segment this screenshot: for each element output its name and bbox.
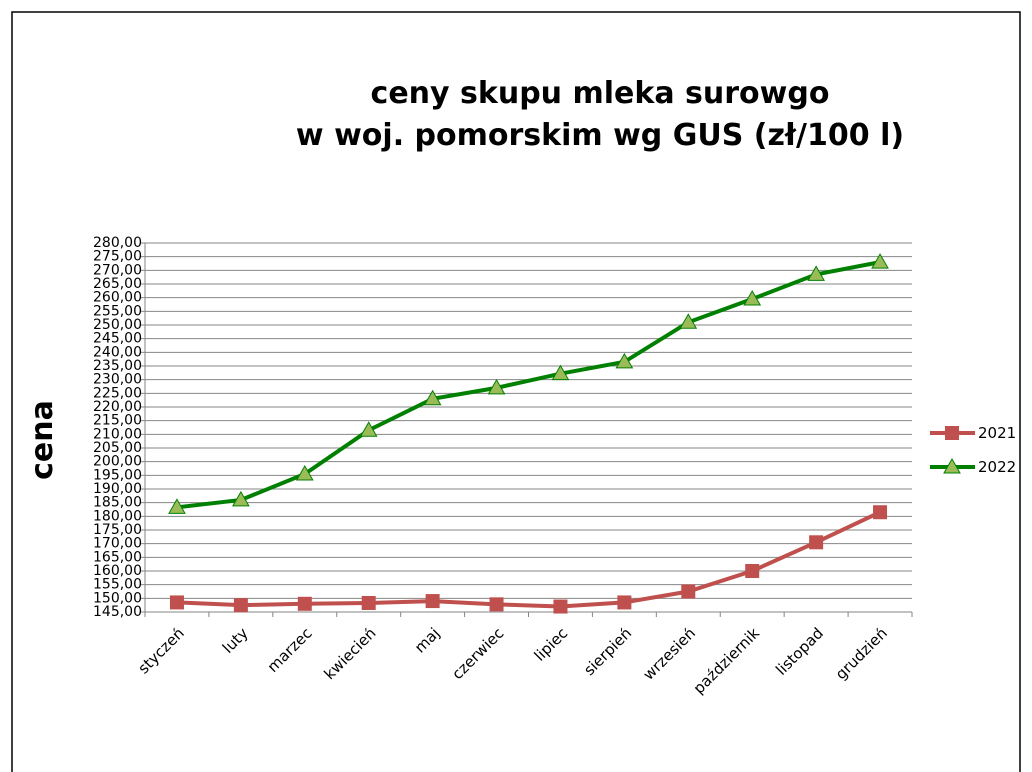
data-point xyxy=(551,364,570,381)
data-point xyxy=(423,389,442,406)
y-tick-label: 155,00 xyxy=(93,577,142,593)
data-point xyxy=(871,253,889,269)
y-tick-label: 280,00 xyxy=(93,235,142,251)
series-line xyxy=(176,510,881,609)
data-point xyxy=(807,265,825,281)
data-point xyxy=(233,598,248,613)
data-point xyxy=(232,490,250,507)
y-tick-label: 165,00 xyxy=(93,549,142,565)
data-point xyxy=(743,290,762,306)
y-axis-label: cena xyxy=(25,400,60,480)
data-point xyxy=(168,498,186,514)
data-point xyxy=(681,584,696,599)
data-point xyxy=(617,595,632,610)
y-tick-label: 255,00 xyxy=(93,303,142,319)
y-tick-label: 175,00 xyxy=(93,522,142,538)
y-tick-label: 180,00 xyxy=(93,508,142,524)
y-tick-label: 160,00 xyxy=(93,563,142,579)
y-tick-label: 145,00 xyxy=(93,604,142,620)
y-tick-label: 270,00 xyxy=(93,262,142,278)
y-tick-label: 220,00 xyxy=(93,399,142,415)
y-tick-label: 150,00 xyxy=(93,590,142,606)
data-point xyxy=(295,464,314,481)
y-tick-label: 215,00 xyxy=(93,413,142,429)
y-tick-label: 200,00 xyxy=(93,454,142,470)
y-tick-label: 205,00 xyxy=(93,440,142,456)
data-point xyxy=(873,505,888,520)
data-point xyxy=(297,596,312,611)
y-tick-label: 195,00 xyxy=(93,467,142,483)
data-point xyxy=(359,421,378,437)
y-tick-label: 265,00 xyxy=(93,276,142,292)
data-point xyxy=(553,599,568,614)
data-point xyxy=(487,378,506,395)
legend-label: 2021 xyxy=(978,424,1016,442)
data-point xyxy=(679,313,698,329)
y-tick-label: 225,00 xyxy=(93,385,142,401)
legend-marker xyxy=(943,457,961,474)
data-point xyxy=(169,595,184,610)
y-tick-label: 260,00 xyxy=(93,290,142,306)
chart-title: ceny skupu mleka surowgo w woj. pomorskim… xyxy=(296,76,904,153)
data-point xyxy=(489,597,504,612)
chart-border xyxy=(11,11,1021,772)
data-point xyxy=(361,595,376,610)
legend-marker xyxy=(945,426,959,440)
y-tick-label: 240,00 xyxy=(93,344,142,360)
data-point xyxy=(809,535,824,550)
y-tick-label: 275,00 xyxy=(93,249,142,265)
y-tick-label: 190,00 xyxy=(93,481,142,497)
data-point xyxy=(745,564,760,578)
y-tick-label: 210,00 xyxy=(93,426,142,442)
series-line xyxy=(176,260,881,510)
y-tick-label: 185,00 xyxy=(93,495,142,511)
y-tick-label: 245,00 xyxy=(93,331,142,347)
y-tick-label: 235,00 xyxy=(93,358,142,374)
y-tick-label: 250,00 xyxy=(93,317,142,333)
y-tick-label: 170,00 xyxy=(93,536,142,552)
y-tick-label: 230,00 xyxy=(93,372,142,388)
data-point xyxy=(615,352,634,369)
data-point xyxy=(425,594,440,609)
legend-label: 2022 xyxy=(978,458,1016,476)
